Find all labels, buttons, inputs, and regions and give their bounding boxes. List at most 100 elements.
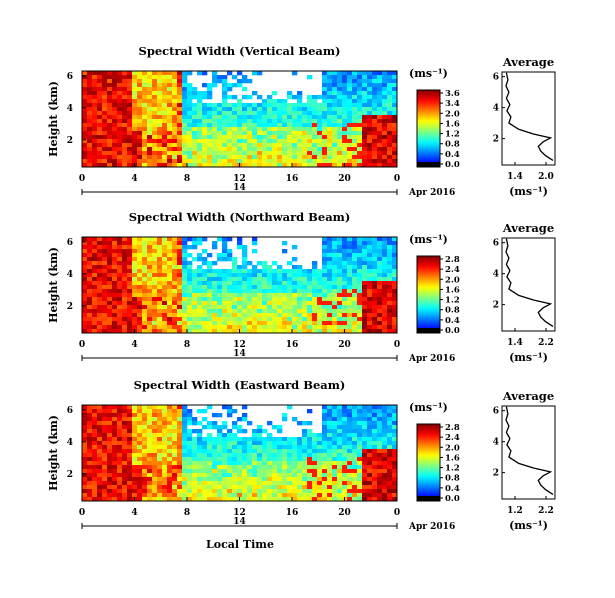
colorbar-tick-label: 0.0 <box>445 494 460 504</box>
date-label: Apr 2016 <box>408 522 455 532</box>
colorbar-tick-label: 3.6 <box>445 89 460 99</box>
colorbar-tick-label: 2.0 <box>445 443 460 453</box>
colorbar-unit: (ms⁻¹) <box>409 233 448 246</box>
average-profile-line <box>505 406 554 495</box>
panel-title: Spectral Width (Eastward Beam) <box>134 378 346 392</box>
heatmap-cells <box>82 237 397 333</box>
average-title: Average <box>502 55 554 69</box>
colorbar-tick-label: 2.8 <box>445 423 460 433</box>
x-tick-label: 0 <box>394 508 400 518</box>
colorbar-tick-label: 2.0 <box>445 275 460 285</box>
average-y-tick-label: 4 <box>493 438 499 448</box>
x-tick-label: 8 <box>184 508 190 518</box>
x-tick-label: 0 <box>394 340 400 350</box>
colorbar-tick-label: 2.4 <box>445 433 460 443</box>
x-tick-label: 20 <box>338 174 351 184</box>
colorbar-tick-label: 0.4 <box>445 316 460 326</box>
colorbar-tick-label: 0.8 <box>445 474 460 484</box>
y-tick-label: 4 <box>67 438 73 448</box>
colorbar-tick-label: 2.8 <box>445 255 460 265</box>
heatmap-cells <box>82 71 397 167</box>
y-tick-label: 4 <box>67 104 73 114</box>
y-tick-label: 6 <box>67 406 73 416</box>
colorbar-tick-label: 2.0 <box>445 109 460 119</box>
average-y-tick-label: 2 <box>493 135 499 145</box>
x-tick-label: 8 <box>184 340 190 350</box>
average-x-tick-label: 2.0 <box>538 172 554 182</box>
average-xlabel: (ms⁻¹) <box>509 519 548 532</box>
x-tick-label: 16 <box>286 508 299 518</box>
x-tick-label: 4 <box>131 174 137 184</box>
average-y-tick-label: 4 <box>493 104 499 114</box>
y-tick-label: 2 <box>67 470 73 480</box>
x-tick-label: 20 <box>338 340 351 350</box>
colorbar-tick-label: 1.6 <box>445 119 460 129</box>
x-tick-label: 0 <box>79 340 85 350</box>
average-profile-line <box>505 72 554 161</box>
colorbar <box>416 423 441 502</box>
y-axis-label: Height (km) <box>47 247 60 323</box>
colorbar <box>416 89 441 168</box>
x-tick-label: 20 <box>338 508 351 518</box>
x-tick-label: 0 <box>79 508 85 518</box>
y-tick-label: 6 <box>67 72 73 82</box>
date-tick-label: 14 <box>233 349 246 359</box>
x-tick-label: 0 <box>79 174 85 184</box>
panel-1: Spectral Width (Vertical Beam) 6 4 2 Height … <box>47 44 556 198</box>
date-tick-label: 14 <box>233 183 246 193</box>
y-tick-label: 4 <box>67 270 73 280</box>
panel-3: Spectral Width (Eastward Beam) 6 4 2 Height … <box>47 378 556 532</box>
x-tick-label: 4 <box>131 340 137 350</box>
colorbar <box>416 255 441 334</box>
colorbar-tick-label: 1.2 <box>445 130 460 140</box>
y-tick-label: 2 <box>67 302 73 312</box>
average-title: Average <box>502 221 554 235</box>
average-x-tick-label: 1.4 <box>507 172 523 182</box>
x-tick-label: 4 <box>131 508 137 518</box>
average-y-tick-label: 6 <box>493 73 499 83</box>
y-axis-label: Height (km) <box>47 415 60 491</box>
y-tick-label: 2 <box>67 136 73 146</box>
average-y-tick-label: 4 <box>493 270 499 280</box>
colorbar-tick-label: 2.4 <box>445 265 460 275</box>
panel-2: Spectral Width (Northward Beam) 6 4 2 Height… <box>47 210 556 364</box>
average-y-tick-label: 2 <box>493 469 499 479</box>
x-tick-label: 16 <box>286 174 299 184</box>
colorbar-tick-label: 0.0 <box>445 326 460 336</box>
y-axis-label: Height (km) <box>47 81 60 157</box>
date-label: Apr 2016 <box>408 188 455 198</box>
average-x-tick-label: 1.4 <box>507 338 523 348</box>
colorbar-tick-label: 0.8 <box>445 306 460 316</box>
heatmap-cells <box>82 405 397 501</box>
colorbar-tick-label: 3.4 <box>445 99 460 109</box>
average-x-tick-label: 1.2 <box>507 506 523 516</box>
x-tick-label: 12 <box>233 174 246 184</box>
colorbar-tick-label: 0.4 <box>445 150 460 160</box>
average-profile-line <box>505 238 554 327</box>
colorbar-tick-label: 1.2 <box>445 296 460 306</box>
colorbar-tick-label: 0.0 <box>445 160 460 170</box>
colorbar-tick-label: 1.6 <box>445 453 460 463</box>
average-xlabel: (ms⁻¹) <box>509 185 548 198</box>
average-x-tick-label: 2.2 <box>538 338 554 348</box>
average-y-tick-label: 2 <box>493 301 499 311</box>
colorbar-tick-label: 0.8 <box>445 140 460 150</box>
date-tick-label: 14 <box>233 517 246 527</box>
average-y-tick-label: 6 <box>493 239 499 249</box>
x-tick-label: 16 <box>286 340 299 350</box>
x-tick-label: 12 <box>233 340 246 350</box>
date-label: Apr 2016 <box>408 354 455 364</box>
x-tick-label: 12 <box>233 508 246 518</box>
average-y-tick-label: 6 <box>493 407 499 417</box>
panel-title: Spectral Width (Vertical Beam) <box>139 44 341 58</box>
colorbar-unit: (ms⁻¹) <box>409 67 448 80</box>
colorbar-tick-label: 0.4 <box>445 484 460 494</box>
average-title: Average <box>502 389 554 403</box>
average-x-tick-label: 2.2 <box>538 506 554 516</box>
x-tick-label: 8 <box>184 174 190 184</box>
average-xlabel: (ms⁻¹) <box>509 351 548 364</box>
y-tick-label: 6 <box>67 238 73 248</box>
colorbar-tick-label: 1.2 <box>445 464 460 474</box>
panel-title: Spectral Width (Northward Beam) <box>129 210 351 224</box>
